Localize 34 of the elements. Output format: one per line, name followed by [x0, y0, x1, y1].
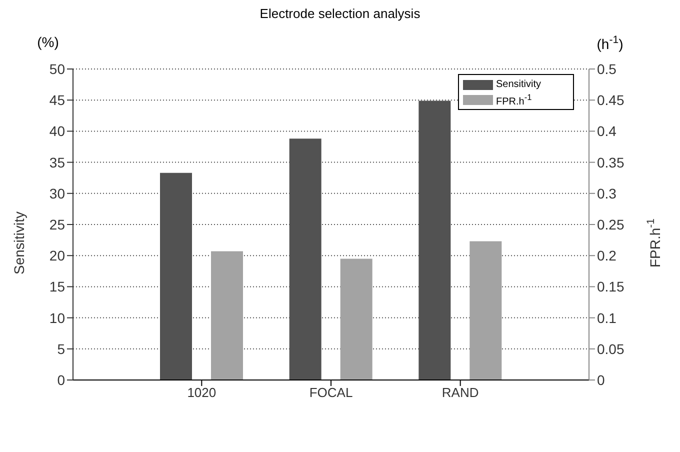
y-tick-label: 5 [57, 340, 66, 357]
y2-tick-label: 0.45 [597, 92, 624, 108]
y-tick-label: 50 [49, 60, 66, 77]
y2-tick-label: 0.4 [597, 123, 617, 140]
y-tick-label: 30 [49, 185, 66, 202]
y2-tick-label: 0.3 [597, 185, 617, 202]
y2-tick-label: 0.25 [597, 216, 624, 232]
y2-tick-label: 0.05 [597, 340, 624, 357]
chart-title: Electrode selection analysis [260, 6, 421, 21]
y-tick-label: 35 [49, 154, 66, 170]
x-tick-label: 1020 [187, 385, 216, 400]
y-tick-label: 20 [49, 248, 66, 264]
text: (%) [37, 34, 59, 50]
bar [211, 251, 243, 380]
y2-tick-label: 0.15 [597, 278, 624, 295]
y-tick-label: 0 [57, 372, 66, 388]
bar [340, 258, 372, 380]
y-axis-title: Sensitivity [11, 211, 27, 275]
legend-label: Sensitivity [496, 79, 542, 90]
y-tick-label: 40 [49, 123, 66, 140]
y2-tick-label: 0 [597, 372, 605, 388]
y2-tick-label: 0.2 [597, 248, 617, 264]
x-tick-label: RAND [442, 385, 479, 400]
y-tick-label: 15 [49, 278, 66, 295]
y2-tick-label: 0.35 [597, 154, 624, 170]
y2-tick-label: 0.1 [597, 310, 617, 326]
x-tick-label: FOCAL [309, 385, 353, 400]
y2-tick-label: 0.5 [597, 60, 617, 77]
y-tick-label: 10 [49, 310, 66, 326]
legend-label: FPR.h$^{-1}$ [496, 92, 532, 108]
text: (h$^{-1}$) [596, 34, 624, 52]
bar [470, 241, 502, 380]
y-tick-label: 45 [49, 92, 66, 108]
y-tick-label: 25 [49, 216, 66, 232]
